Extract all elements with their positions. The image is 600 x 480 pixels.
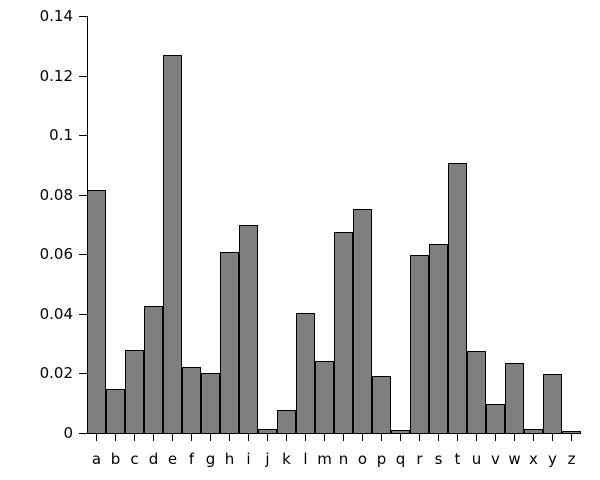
- x-tick-label-w: w: [508, 450, 521, 468]
- x-tick-label-u: u: [471, 450, 482, 468]
- y-tick-label-0.02: 0.02: [39, 364, 73, 382]
- x-tick-label-d: d: [148, 450, 159, 468]
- bar-w: [505, 363, 524, 434]
- y-tick-0.06: [79, 254, 87, 255]
- bar-y: [543, 374, 562, 434]
- x-tick-label-c: c: [130, 450, 139, 468]
- x-tick-y: [552, 434, 553, 441]
- bar-d: [144, 306, 163, 434]
- x-tick-label-a: a: [91, 450, 102, 468]
- x-tick-w: [514, 434, 515, 441]
- bar-s: [429, 244, 448, 434]
- x-tick-label-b: b: [110, 450, 121, 468]
- bar-q: [391, 430, 410, 434]
- x-tick-p: [381, 434, 382, 441]
- bar-g: [201, 373, 220, 434]
- x-tick-label-l: l: [303, 450, 308, 468]
- bar-x: [524, 429, 543, 434]
- x-tick-label-q: q: [395, 450, 406, 468]
- x-tick-label-g: g: [205, 450, 216, 468]
- bar-u: [467, 351, 486, 434]
- x-tick-q: [400, 434, 401, 441]
- x-tick-label-y: y: [548, 450, 557, 468]
- bar-b: [106, 389, 125, 434]
- x-tick-label-m: m: [317, 450, 332, 468]
- x-tick-f: [191, 434, 192, 441]
- x-tick-g: [210, 434, 211, 441]
- x-tick-s: [438, 434, 439, 441]
- x-tick-d: [153, 434, 154, 441]
- bar-a: [87, 190, 106, 434]
- x-tick-label-v: v: [491, 450, 500, 468]
- x-tick-label-p: p: [376, 450, 387, 468]
- x-tick-i: [248, 434, 249, 441]
- y-tick-0.02: [79, 373, 87, 374]
- y-tick-0.12: [79, 76, 87, 77]
- x-tick-label-z: z: [567, 450, 576, 468]
- bar-c: [125, 350, 144, 434]
- x-tick-k: [286, 434, 287, 441]
- x-tick-a: [96, 434, 97, 441]
- y-tick-0: [79, 433, 87, 434]
- bar-f: [182, 367, 201, 434]
- x-tick-n: [343, 434, 344, 441]
- y-tick-0.1: [79, 135, 87, 136]
- x-tick-r: [419, 434, 420, 441]
- x-tick-label-e: e: [167, 450, 178, 468]
- bar-n: [334, 232, 353, 434]
- x-tick-label-f: f: [188, 450, 195, 468]
- y-tick-label-0.1: 0.1: [49, 126, 73, 144]
- x-tick-label-k: k: [282, 450, 291, 468]
- bar-t: [448, 163, 467, 434]
- x-tick-label-h: h: [224, 450, 235, 468]
- x-tick-l: [305, 434, 306, 441]
- x-tick-z: [571, 434, 572, 441]
- x-tick-e: [172, 434, 173, 441]
- x-tick-o: [362, 434, 363, 441]
- y-tick-0.04: [79, 314, 87, 315]
- y-tick-label-0.14: 0.14: [39, 7, 73, 25]
- x-tick-x: [533, 434, 534, 441]
- x-tick-h: [229, 434, 230, 441]
- y-tick-0.14: [79, 16, 87, 17]
- y-tick-label-0.08: 0.08: [39, 186, 73, 204]
- x-tick-label-o: o: [357, 450, 368, 468]
- x-tick-label-i: i: [246, 450, 251, 468]
- x-tick-c: [134, 434, 135, 441]
- bar-m: [315, 361, 334, 434]
- x-tick-t: [457, 434, 458, 441]
- x-tick-label-r: r: [416, 450, 423, 468]
- x-tick-label-t: t: [454, 450, 461, 468]
- bar-h: [220, 252, 239, 434]
- y-tick-label-0: 0: [63, 424, 73, 442]
- bar-v: [486, 404, 505, 434]
- x-tick-j: [267, 434, 268, 441]
- y-tick-label-0.06: 0.06: [39, 245, 73, 263]
- bar-l: [296, 313, 315, 434]
- y-tick-0.08: [79, 195, 87, 196]
- bar-e: [163, 55, 182, 434]
- x-tick-label-n: n: [338, 450, 349, 468]
- x-tick-label-x: x: [529, 450, 538, 468]
- bar-j: [258, 429, 277, 434]
- bar-o: [353, 209, 372, 434]
- y-tick-label-0.12: 0.12: [39, 67, 73, 85]
- x-tick-label-s: s: [434, 450, 443, 468]
- x-tick-label-j: j: [265, 450, 270, 468]
- y-tick-label-0.04: 0.04: [39, 305, 73, 323]
- x-tick-v: [495, 434, 496, 441]
- bar-i: [239, 225, 258, 434]
- x-tick-u: [476, 434, 477, 441]
- x-tick-m: [324, 434, 325, 441]
- bar-z: [562, 431, 581, 434]
- bar-r: [410, 255, 429, 434]
- bar-p: [372, 376, 391, 434]
- x-tick-b: [115, 434, 116, 441]
- bar-k: [277, 410, 296, 434]
